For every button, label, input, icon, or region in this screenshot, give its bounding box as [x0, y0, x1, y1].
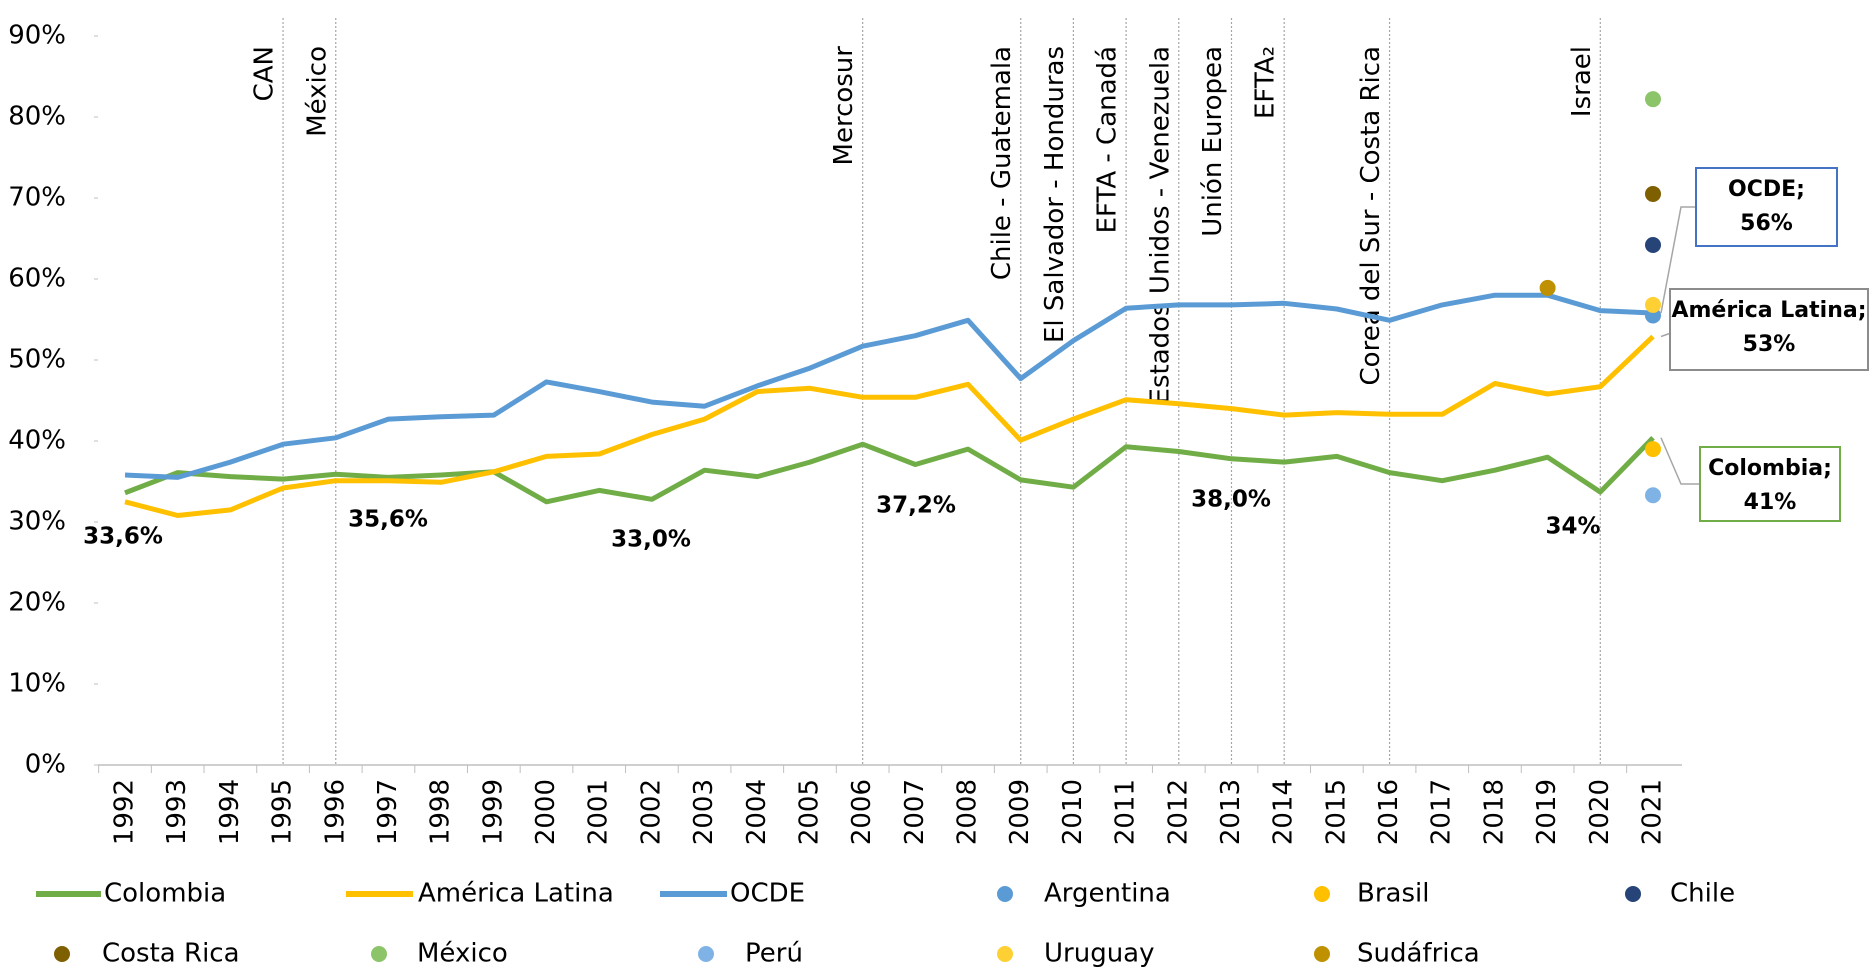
legend-label: Sudáfrica: [1357, 939, 1480, 969]
scatter-point: [1539, 279, 1556, 296]
x-tick-label: 2003: [689, 779, 719, 845]
event-label: Israel: [1567, 46, 1597, 117]
callout-text: 41%: [1744, 490, 1797, 515]
annotation: 34%: [1545, 514, 1600, 540]
x-tick-label: 2020: [1585, 779, 1615, 845]
callout-text: América Latina;: [1671, 298, 1866, 323]
y-tick-label: 40%: [8, 426, 66, 456]
legend-label: Argentina: [1044, 879, 1171, 909]
scatter-point: [1645, 487, 1661, 504]
legend-label: Uruguay: [1044, 939, 1155, 969]
annotation: 38,0%: [1191, 487, 1271, 513]
scatter-point: [1645, 236, 1661, 253]
callout-text: OCDE;: [1728, 177, 1805, 202]
x-tick-label: 2016: [1374, 779, 1404, 845]
x-tick-label: 1993: [162, 779, 192, 845]
event-label: Unión Europea: [1198, 46, 1228, 237]
event-label: Mercosur: [829, 46, 859, 166]
y-tick-label: 80%: [8, 102, 66, 132]
legend-swatch: [1314, 886, 1330, 902]
legend-label: Brasil: [1357, 879, 1429, 909]
event-label: Chile - Guatemala: [987, 46, 1017, 280]
callout-text: 56%: [1740, 211, 1793, 236]
x-tick-label: 1995: [268, 779, 298, 845]
x-tick-label: 2006: [847, 779, 877, 845]
callout-leader: [1660, 437, 1700, 485]
legend-swatch: [997, 946, 1013, 962]
x-tick-label: 2013: [1216, 779, 1246, 845]
legend-swatch: [698, 946, 714, 962]
legend-swatch: [371, 946, 387, 962]
event-label: EFTA - Canadá: [1093, 46, 1123, 233]
callout-leader: [1660, 206, 1696, 314]
x-tick-label: 2004: [742, 779, 772, 845]
legend-label: México: [417, 939, 508, 969]
legend-label: Perú: [745, 939, 803, 969]
x-tick-label: 2000: [531, 779, 561, 845]
y-tick-label: 20%: [8, 588, 66, 618]
x-tick-label: 1998: [426, 779, 456, 845]
scatter-point: [1645, 91, 1661, 108]
x-tick-label: 2009: [1005, 779, 1035, 845]
x-tick-label: 2001: [584, 779, 614, 845]
x-tick-label: 2007: [900, 779, 930, 845]
y-tick-label: 70%: [8, 183, 66, 213]
annotation: 33,0%: [611, 527, 691, 553]
callout-box: [1695, 167, 1838, 247]
event-label: CAN: [250, 46, 280, 101]
x-tick-label: 2005: [794, 779, 824, 845]
legend-label: América Latina: [418, 879, 614, 909]
x-tick-label: 2011: [1111, 779, 1141, 845]
y-tick-label: 60%: [8, 264, 66, 294]
legend-swatch: [997, 886, 1013, 902]
x-tick-label: 2015: [1321, 779, 1351, 845]
x-tick-label: 2010: [1058, 779, 1088, 845]
callout-box: [1669, 288, 1869, 371]
series-line: [124, 292, 1654, 480]
x-tick-label: 1999: [478, 779, 508, 845]
event-label: Estados Unidos - Venezuela: [1145, 46, 1175, 404]
scatter-point: [1645, 185, 1661, 202]
x-tick-label: 1992: [110, 779, 140, 845]
x-tick-label: 2021: [1638, 779, 1668, 845]
scatter-point: [1645, 296, 1661, 313]
legend-label: Chile: [1670, 879, 1735, 909]
x-tick-label: 1997: [373, 779, 403, 845]
series-line: [124, 334, 1655, 518]
callout-text: 53%: [1743, 332, 1796, 357]
event-label: EFTA₂: [1251, 46, 1281, 119]
x-tick-label: 2012: [1163, 779, 1193, 845]
x-tick-label: 2008: [953, 779, 983, 845]
x-tick-label: 1994: [215, 779, 245, 845]
y-tick-label: 90%: [8, 21, 66, 51]
y-tick-label: 50%: [8, 345, 66, 375]
x-tick-label: 2018: [1479, 779, 1509, 845]
event-label: México: [302, 46, 332, 137]
legend-swatch: [1314, 946, 1330, 962]
x-tick-label: 2002: [636, 779, 666, 845]
x-tick-label: 2019: [1532, 779, 1562, 845]
scatter-point: [1645, 441, 1661, 458]
x-tick-label: 1996: [320, 779, 350, 845]
y-tick-label: 10%: [8, 669, 66, 699]
callout-box: [1699, 446, 1841, 522]
legend-swatch: [1625, 886, 1641, 902]
y-tick-label: 30%: [8, 507, 66, 537]
legend-swatch: [54, 946, 70, 962]
annotation: 35,6%: [348, 507, 428, 533]
series-line: [124, 436, 1655, 505]
legend-label: Costa Rica: [102, 939, 240, 969]
legend-label: Colombia: [104, 879, 226, 909]
annotation: 33,6%: [83, 524, 163, 550]
legend-label: OCDE: [730, 879, 805, 909]
callout-text: Colombia;: [1708, 456, 1832, 481]
x-tick-label: 2017: [1427, 779, 1457, 845]
y-tick-label: 0%: [25, 750, 66, 780]
event-label: Corea del Sur - Costa Rica: [1356, 46, 1386, 385]
x-tick-label: 2014: [1269, 779, 1299, 845]
annotation: 37,2%: [876, 493, 956, 519]
event-label: El Salvador - Honduras: [1040, 46, 1070, 343]
